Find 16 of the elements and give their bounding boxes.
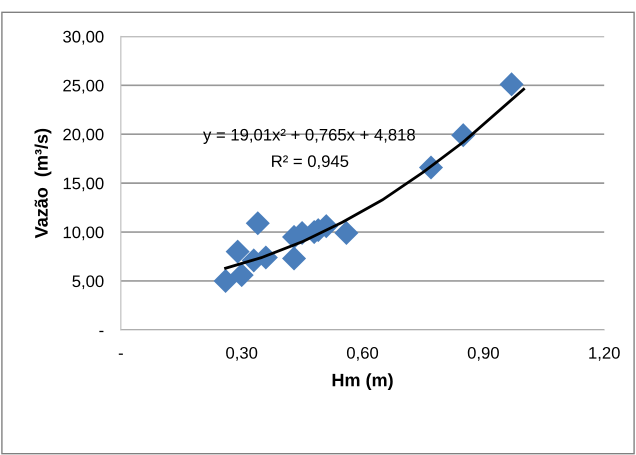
annotation: R² = 0,945 xyxy=(272,155,348,170)
x-tick-label: 1,20 xyxy=(589,346,620,361)
x-tick-label: - xyxy=(118,354,123,355)
y-tick-label: 20,00 xyxy=(63,128,104,142)
y-tick-label: 5,00 xyxy=(72,275,104,290)
y-tick-label: - xyxy=(99,330,104,332)
y-tick-label: 10,00 xyxy=(64,226,104,240)
x-tick-label: 0,60 xyxy=(346,346,378,361)
y-axis-title: Vazão (m³/s) xyxy=(34,128,52,238)
y-tick-label: 25,00 xyxy=(63,80,104,94)
annotation: y = 19,01x² + 0,765x + 4,818 xyxy=(203,128,415,144)
x-tick-label: 0,90 xyxy=(468,346,499,361)
y-tick-label: 15,00 xyxy=(64,178,104,192)
x-axis-title: Hm (m) xyxy=(332,373,393,390)
y-tick-label: 30,00 xyxy=(63,30,104,45)
x-tick-label: 0,30 xyxy=(226,346,258,361)
